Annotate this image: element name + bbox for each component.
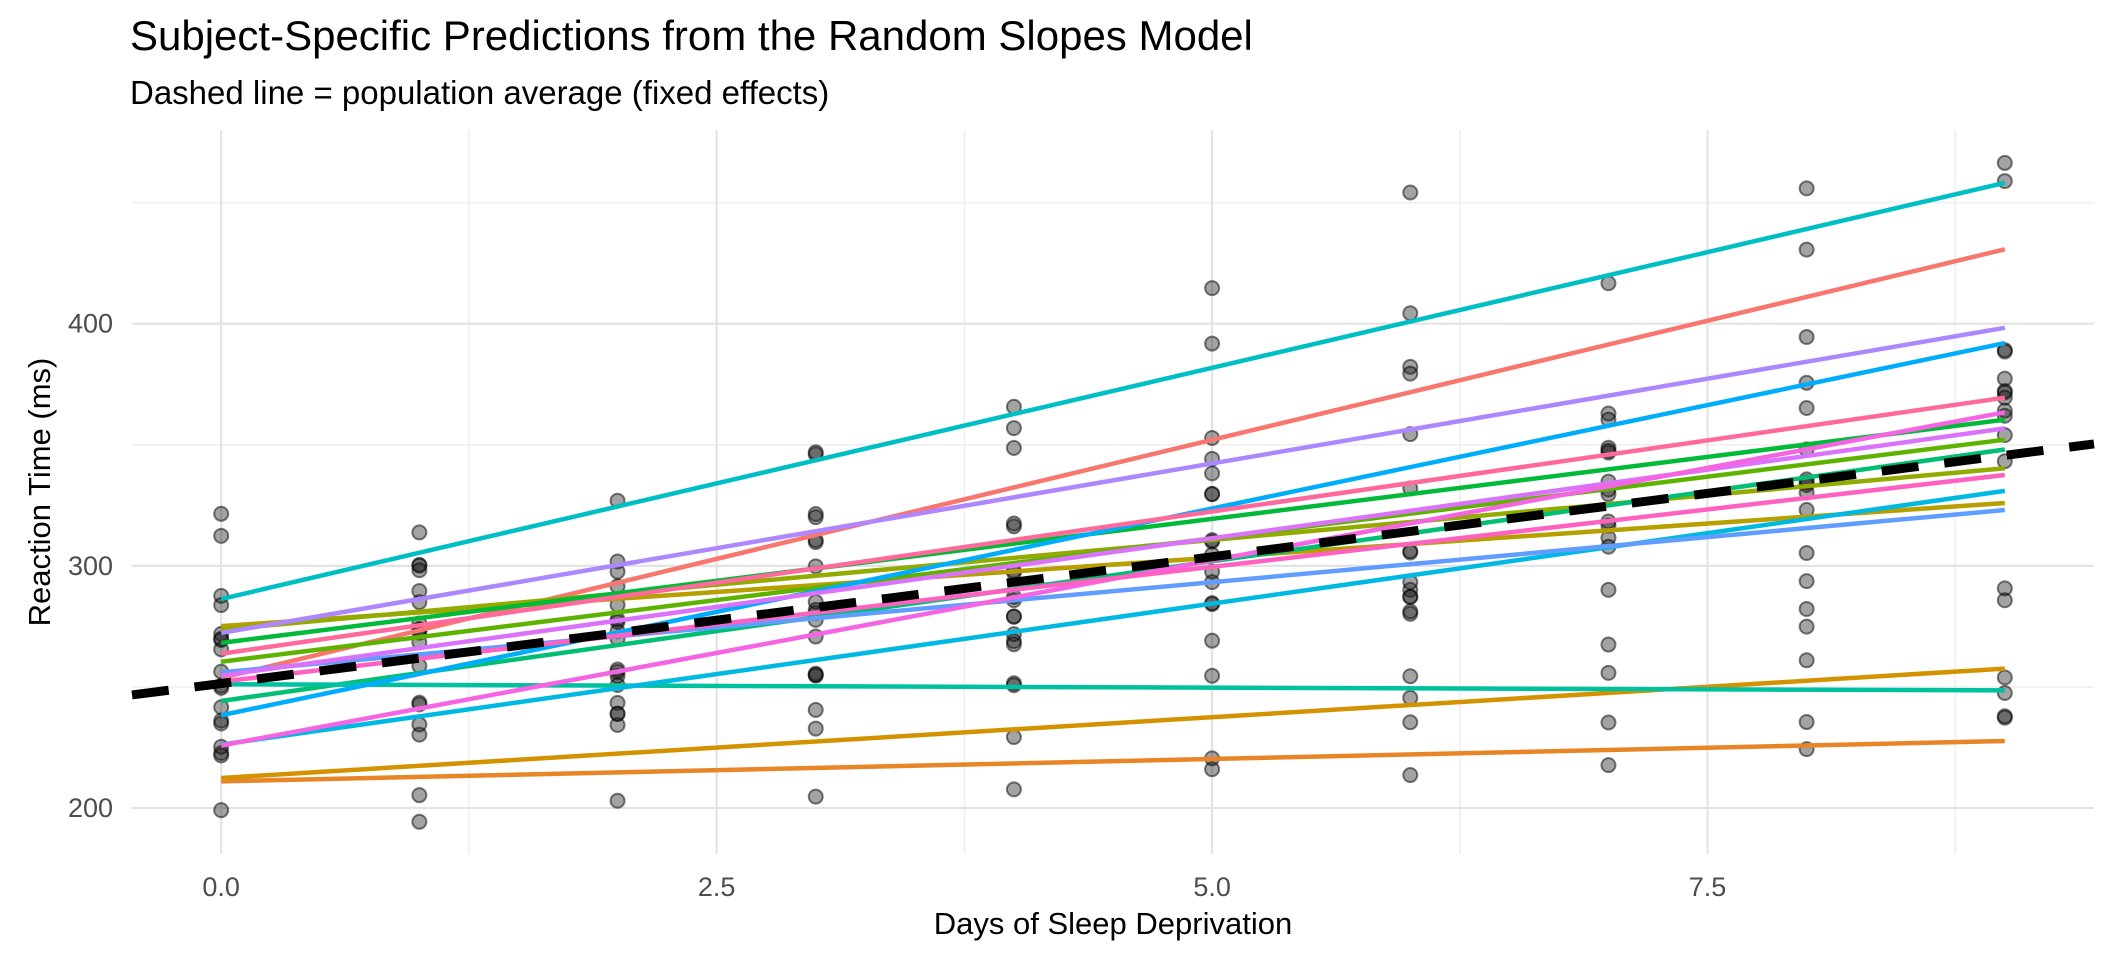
data-point <box>1996 580 2013 597</box>
subject-line-350 <box>220 340 2006 718</box>
data-point <box>1402 714 1419 731</box>
data-point <box>1996 370 2013 387</box>
data-point <box>1600 581 1617 598</box>
data-point <box>1402 184 1419 201</box>
data-point <box>1005 729 1022 746</box>
data-point <box>1600 714 1617 731</box>
data-point <box>807 509 824 526</box>
data-point <box>1996 402 2013 419</box>
x-tick-label: 7.5 <box>1689 872 1727 902</box>
data-point <box>1005 439 1022 456</box>
data-point <box>609 694 626 711</box>
data-point <box>1005 636 1022 653</box>
data-point <box>1204 486 1221 503</box>
subject-line-309 <box>221 738 2005 784</box>
data-point <box>1204 335 1221 352</box>
data-point <box>1204 465 1221 482</box>
data-point <box>411 813 428 830</box>
data-point <box>807 665 824 682</box>
data-point <box>1402 588 1419 605</box>
data-point <box>411 524 428 541</box>
x-tick-label: 5.0 <box>1193 872 1231 902</box>
subject-line-371 <box>220 472 2006 684</box>
data-point <box>1005 515 1022 532</box>
data-point <box>1798 573 1815 590</box>
data-point <box>1005 608 1022 625</box>
data-point <box>1798 545 1815 562</box>
subject-line-372 <box>220 395 2006 656</box>
subject-line-310 <box>221 666 2005 781</box>
data-point <box>213 802 230 819</box>
x-axis-title: Days of Sleep Deprivation <box>933 906 1293 941</box>
data-point <box>1996 684 2013 701</box>
chart-subtitle: Dashed line = population average (fixed … <box>130 74 830 111</box>
data-point <box>1600 664 1617 681</box>
chart-title: Subject-Specific Predictions from the Ra… <box>130 12 1253 59</box>
data-point <box>411 562 428 579</box>
x-tick-label: 2.5 <box>698 872 736 902</box>
data-point <box>411 787 428 804</box>
data-point <box>1798 600 1815 617</box>
data-point <box>807 720 824 737</box>
data-point <box>609 705 626 722</box>
subject-line-337 <box>220 180 2006 602</box>
data-point <box>1600 757 1617 774</box>
x-tick-label: 0.0 <box>202 872 240 902</box>
data-point <box>1204 632 1221 649</box>
data-point <box>1996 708 2013 725</box>
data-point <box>1402 668 1419 685</box>
subject-line-352 <box>220 325 2006 636</box>
data-point <box>609 716 626 733</box>
data-point <box>1996 592 2013 609</box>
data-point <box>807 788 824 805</box>
data-point <box>1798 714 1815 731</box>
data-point <box>1402 603 1419 620</box>
y-tick-label: 200 <box>68 793 113 823</box>
subject-line-335 <box>221 682 2005 693</box>
data-point <box>411 557 428 574</box>
data-point <box>1204 761 1221 778</box>
data-point <box>213 505 230 522</box>
data-point <box>1005 781 1022 798</box>
subject-line-349 <box>220 488 2006 747</box>
subject-line-334 <box>220 447 2006 704</box>
data-point <box>1600 636 1617 653</box>
data-point <box>1005 420 1022 437</box>
y-axis-title: Reaction Time (ms) <box>22 357 57 627</box>
population-average-line <box>131 439 2095 700</box>
data-point <box>1204 667 1221 684</box>
data-point <box>1798 180 1815 197</box>
data-point <box>1798 329 1815 346</box>
data-point <box>1798 652 1815 669</box>
data-point <box>1798 618 1815 635</box>
data-point <box>213 527 230 544</box>
data-point <box>1996 343 2013 360</box>
data-point <box>807 701 824 718</box>
y-tick-label: 300 <box>68 551 113 581</box>
data-point <box>1798 241 1815 258</box>
y-tick-label: 400 <box>68 309 113 339</box>
data-point <box>1204 280 1221 297</box>
data-point <box>609 792 626 809</box>
data-point <box>1996 669 2013 686</box>
data-point <box>1996 154 2013 171</box>
data-point <box>1402 365 1419 382</box>
data-point <box>411 716 428 733</box>
data-point <box>1402 767 1419 784</box>
data-point <box>1798 399 1815 416</box>
